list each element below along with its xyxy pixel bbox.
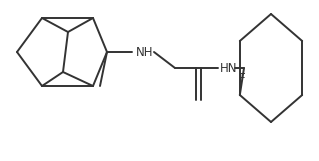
Text: HN: HN xyxy=(220,62,238,75)
Text: F: F xyxy=(239,72,245,85)
Text: NH: NH xyxy=(136,46,153,58)
